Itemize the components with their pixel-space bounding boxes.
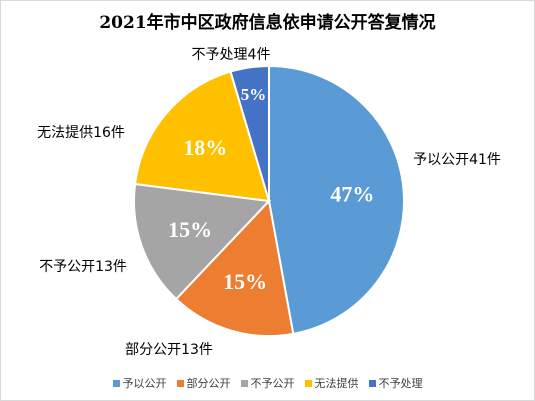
outer-label-wufa-tigong: 无法提供16件 [37,125,125,141]
outer-label-yuyi-gongkai: 予以公开41件 [413,152,501,168]
pie-slice-buyu-chuli [229,64,270,202]
legend-label: 不予处理 [378,377,423,390]
pie-slice-wufa-tigong [133,70,271,203]
pie-slice-yuyi-gongkai [268,64,405,335]
outer-label-buyu-chuli: 不予处理4件 [192,47,271,63]
outer-label-bufen-gongkai: 部分公开13件 [125,342,213,358]
chart-title: 2021年市中区政府信息依申请公开答复情况 [99,13,436,33]
legend-swatch [112,379,120,387]
legend-item-yuyi-gongkai: 予以公开 [112,375,167,391]
percent-label-wufa-tigong: 18% [183,135,227,160]
legend-label: 无法提供 [314,377,359,390]
legend-item-buyu-chuli: 不予处理 [368,375,423,391]
legend-item-wufa-tigong: 无法提供 [304,375,359,391]
percent-label-buyu-gongkai: 15% [168,217,212,242]
legend-label: 予以公开 [122,377,167,390]
legend-label: 部分公开 [186,377,231,390]
legend-swatch [240,379,248,387]
legend-label: 不予公开 [250,377,295,390]
legend-swatch [368,379,376,387]
legend: 予以公开 部分公开 不予公开 无法提供 不予处理 [1,375,534,391]
outer-label-buyu-gongkai: 不予公开13件 [39,259,127,275]
pie-slice-buyu-gongkai [133,182,272,301]
percent-label-yuyi-gongkai: 47% [330,181,374,206]
legend-item-bufen-gongkai: 部分公开 [176,375,231,391]
percent-label-buyu-chuli: 5% [241,85,267,104]
pie-slice-bufen-gongkai [174,198,295,337]
percent-label-bufen-gongkai: 15% [223,269,267,294]
legend-item-buyu-gongkai: 不予公开 [240,375,295,391]
legend-swatch [176,379,184,387]
legend-swatch [304,379,312,387]
pie-chart: 47% 予以公开41件 15% 部分公开13件 15% 不予公开13件 18% 无法提供16件… [37,47,501,358]
